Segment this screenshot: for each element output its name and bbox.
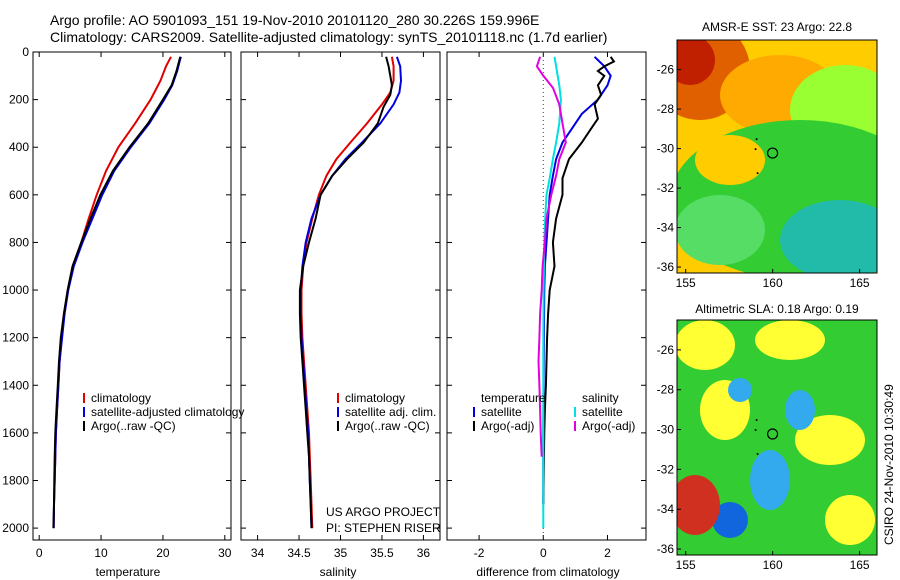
salinity-xlabel: salinity [320, 565, 357, 579]
sla-map-title: Altimetric SLA: 0.18 Argo: 0.19 [695, 302, 859, 316]
x-tick-label: 2 [604, 546, 611, 560]
project-annotation-1: US ARGO PROJECT [326, 505, 441, 519]
track-dot [756, 172, 759, 175]
series-line [52, 56, 182, 529]
sst-map-title: AMSR-E SST: 23 Argo: 22.8 [702, 20, 852, 34]
series-line [300, 56, 395, 529]
header-line-2: Climatology: CARS2009. Satellite-adjuste… [50, 29, 608, 45]
y-tick-label: 1600 [2, 426, 29, 440]
map-x-tick-label: 165 [850, 276, 870, 290]
series-line [535, 56, 567, 457]
map-y-tick-label: -28 [657, 102, 675, 116]
series-line [52, 56, 182, 529]
legend-group-title: temperature [481, 391, 546, 405]
series-line [542, 56, 562, 529]
sla-map [677, 320, 877, 555]
map-x-tick-label: 165 [850, 558, 870, 572]
legend-label: satellite adj. clim. [345, 405, 436, 419]
x-tick-label: 30 [218, 546, 232, 560]
map-y-tick-label: -34 [657, 502, 675, 516]
map-x-tick-label: 155 [676, 276, 696, 290]
track-dot [754, 148, 757, 151]
header-line-1: Argo profile: AO 5901093_151 19-Nov-2010… [50, 12, 540, 28]
y-tick-label: 2000 [2, 521, 29, 535]
map-y-tick-label: -32 [657, 462, 675, 476]
y-tick-label: 1200 [2, 331, 29, 345]
series-line [298, 56, 393, 529]
map-y-tick-label: -26 [657, 63, 675, 77]
map-y-tick-label: -32 [657, 181, 675, 195]
map-x-tick-label: 160 [763, 558, 783, 572]
project-annotation-2: PI: STEPHEN RISER [326, 521, 441, 535]
track-dot [755, 419, 758, 422]
profile-panel-frame [446, 51, 647, 541]
profile-location-marker [766, 428, 779, 440]
y-tick-label: 200 [9, 93, 29, 107]
legend-label: Argo(..raw -QC) [345, 419, 430, 433]
track-dot [754, 429, 757, 432]
series-line [299, 56, 403, 529]
profile-panel-frame [32, 51, 232, 541]
map-x-tick-label: 160 [763, 276, 783, 290]
map-frame [676, 319, 878, 556]
y-tick-label: 400 [9, 140, 29, 154]
series-line [52, 56, 172, 529]
y-tick-label: 1400 [2, 378, 29, 392]
legend-label: climatology [345, 391, 405, 405]
x-tick-label: 34 [251, 546, 265, 560]
legend-label: satellite-adjusted climatology [91, 405, 244, 419]
profile-location-marker [766, 147, 779, 159]
y-tick-label: 800 [9, 235, 29, 249]
map-y-tick-label: -36 [657, 260, 675, 274]
x-tick-label: 34.5 [287, 546, 311, 560]
series-line [542, 56, 616, 505]
track-dot [756, 453, 759, 456]
series-line [542, 56, 612, 505]
map-y-tick-label: -30 [657, 142, 675, 156]
legend-label: Argo(..raw -QC) [91, 419, 176, 433]
x-tick-label: 0 [540, 546, 547, 560]
difference-xlabel: difference from climatology [476, 565, 619, 579]
sst-map [677, 40, 877, 273]
temperature-xlabel: temperature [96, 565, 161, 579]
legend-group-title: salinity [582, 391, 619, 405]
track-dot [755, 138, 758, 141]
map-x-tick-label: 155 [676, 558, 696, 572]
map-frame [676, 39, 878, 274]
x-tick-label: 0 [36, 546, 43, 560]
y-tick-label: 1000 [2, 283, 29, 297]
legend-label: climatology [91, 391, 151, 405]
x-tick-label: 20 [156, 546, 170, 560]
profile-panel-frame [240, 51, 441, 541]
y-tick-label: 600 [9, 188, 29, 202]
x-tick-label: 36 [417, 546, 431, 560]
map-y-tick-label: -28 [657, 383, 675, 397]
map-y-tick-label: -36 [657, 542, 675, 556]
y-tick-label: 1800 [2, 473, 29, 487]
map-y-tick-label: -34 [657, 221, 675, 235]
x-tick-label: -2 [474, 546, 485, 560]
map-y-tick-label: -26 [657, 343, 675, 357]
legend-label: Argo(-adj) [481, 419, 534, 433]
x-tick-label: 35 [334, 546, 348, 560]
credit-text: CSIRO 24-Nov-2010 10:30:49 [882, 384, 896, 545]
x-tick-label: 10 [94, 546, 108, 560]
legend-label: satellite [582, 405, 623, 419]
legend-label: satellite [481, 405, 522, 419]
x-tick-label: 35.5 [370, 546, 394, 560]
legend-label: Argo(-adj) [582, 419, 635, 433]
y-tick-label: 0 [22, 45, 29, 59]
map-y-tick-label: -30 [657, 423, 675, 437]
